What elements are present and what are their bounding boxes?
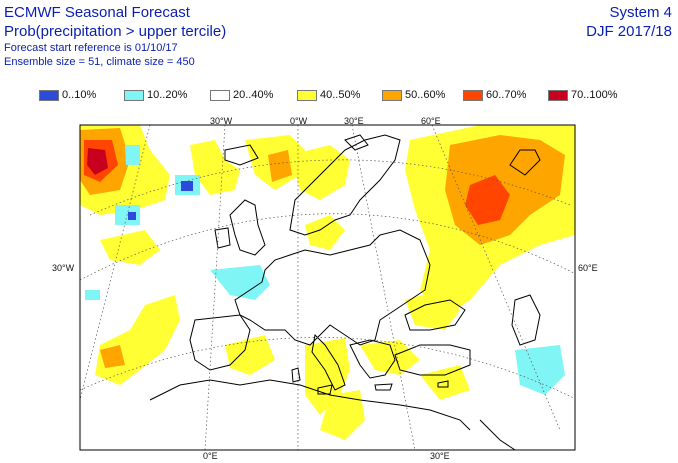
coast-black-sea xyxy=(404,299,466,331)
region-cyan-3 xyxy=(115,205,140,225)
legend-swatch xyxy=(124,90,144,101)
region-iberia-atlantic xyxy=(100,230,160,265)
graticule-arc xyxy=(80,213,575,281)
graticule-meridian xyxy=(431,125,561,431)
grid-label-top: 60°E xyxy=(421,116,441,126)
graticule xyxy=(80,125,575,450)
legend-label: 40..50% xyxy=(320,89,361,101)
graticule-meridian xyxy=(80,125,151,401)
legend-label: 20..40% xyxy=(233,89,274,101)
grid-label-right: 60°E xyxy=(578,263,598,273)
coast-novaya-zemlya xyxy=(509,149,541,176)
coast-svalbard xyxy=(344,134,369,151)
chart-title: ECMWF Seasonal Forecast xyxy=(4,4,190,21)
chart-subtitle: Prob(precipitation > upper tercile) xyxy=(4,23,227,40)
region-aegean xyxy=(360,340,420,375)
ensemble-size-text: Ensemble size = 51, climate size = 450 xyxy=(4,56,195,68)
region-cyan-1 xyxy=(125,145,140,165)
legend-label: 70..100% xyxy=(571,89,618,101)
grid-label-bottom: 30°E xyxy=(430,451,450,461)
coast-italy xyxy=(311,333,346,391)
legend-swatch xyxy=(210,90,230,101)
legend-swatch xyxy=(548,90,568,101)
legend-swatch xyxy=(297,90,317,101)
coast-sicily xyxy=(317,384,333,395)
legend-swatch xyxy=(382,90,402,101)
graticule-arc xyxy=(80,337,575,399)
coast-balkans-greece xyxy=(349,339,396,379)
coast-cyprus xyxy=(437,380,449,388)
region-scandinavia xyxy=(290,145,350,200)
map-frame xyxy=(79,124,576,451)
region-cyan-5 xyxy=(515,345,565,395)
coast-sardinia xyxy=(291,367,301,383)
grid-label-left: 30°W xyxy=(52,263,75,273)
region-iceland-sea xyxy=(190,140,240,195)
coast-scandinavia xyxy=(289,134,401,236)
probability-shading xyxy=(80,125,575,440)
region-blue-1 xyxy=(181,181,193,191)
region-cyan-4 xyxy=(210,265,270,300)
season-label: DJF 2017/18 xyxy=(586,23,672,40)
coast-crete xyxy=(374,383,393,391)
legend-label: 10..20% xyxy=(147,89,188,101)
grid-label-top: 30°E xyxy=(344,116,364,126)
coast-turkey xyxy=(394,344,471,376)
grid-label-bottom: 0°E xyxy=(203,451,218,461)
region-west-med xyxy=(225,335,275,375)
region-biscay xyxy=(95,295,180,385)
region-russia-peak xyxy=(465,175,510,225)
forecast-start-text: Forecast start reference is 01/10/17 xyxy=(4,42,178,54)
coast-great-britain xyxy=(229,199,266,256)
region-cyan-6 xyxy=(85,290,100,300)
legend-label: 60..70% xyxy=(486,89,527,101)
region-iberia-west xyxy=(100,345,125,368)
coastlines xyxy=(149,134,541,450)
grid-label-top: 0°W xyxy=(290,116,308,126)
legend-label: 0..10% xyxy=(62,89,97,101)
system-label: System 4 xyxy=(609,4,672,21)
region-norwegian-sea xyxy=(268,150,292,182)
region-east-med xyxy=(420,365,470,400)
region-north-africa xyxy=(320,390,365,440)
coast-europe-mainland xyxy=(234,229,431,346)
grid-label-top: 30°W xyxy=(210,116,233,126)
coast-ireland xyxy=(214,227,231,249)
region-black-sea xyxy=(405,290,460,330)
coast-red-sea xyxy=(479,419,516,450)
legend-label: 50..60% xyxy=(405,89,446,101)
coast-north-africa xyxy=(149,379,471,431)
coast-iberia xyxy=(189,314,251,371)
region-atlantic-max xyxy=(87,148,108,175)
legend-swatch xyxy=(39,90,59,101)
region-blue-2 xyxy=(128,212,136,220)
coast-iceland xyxy=(224,144,259,166)
legend-swatch xyxy=(463,90,483,101)
region-baltic xyxy=(305,215,345,250)
coast-caspian xyxy=(511,294,541,346)
